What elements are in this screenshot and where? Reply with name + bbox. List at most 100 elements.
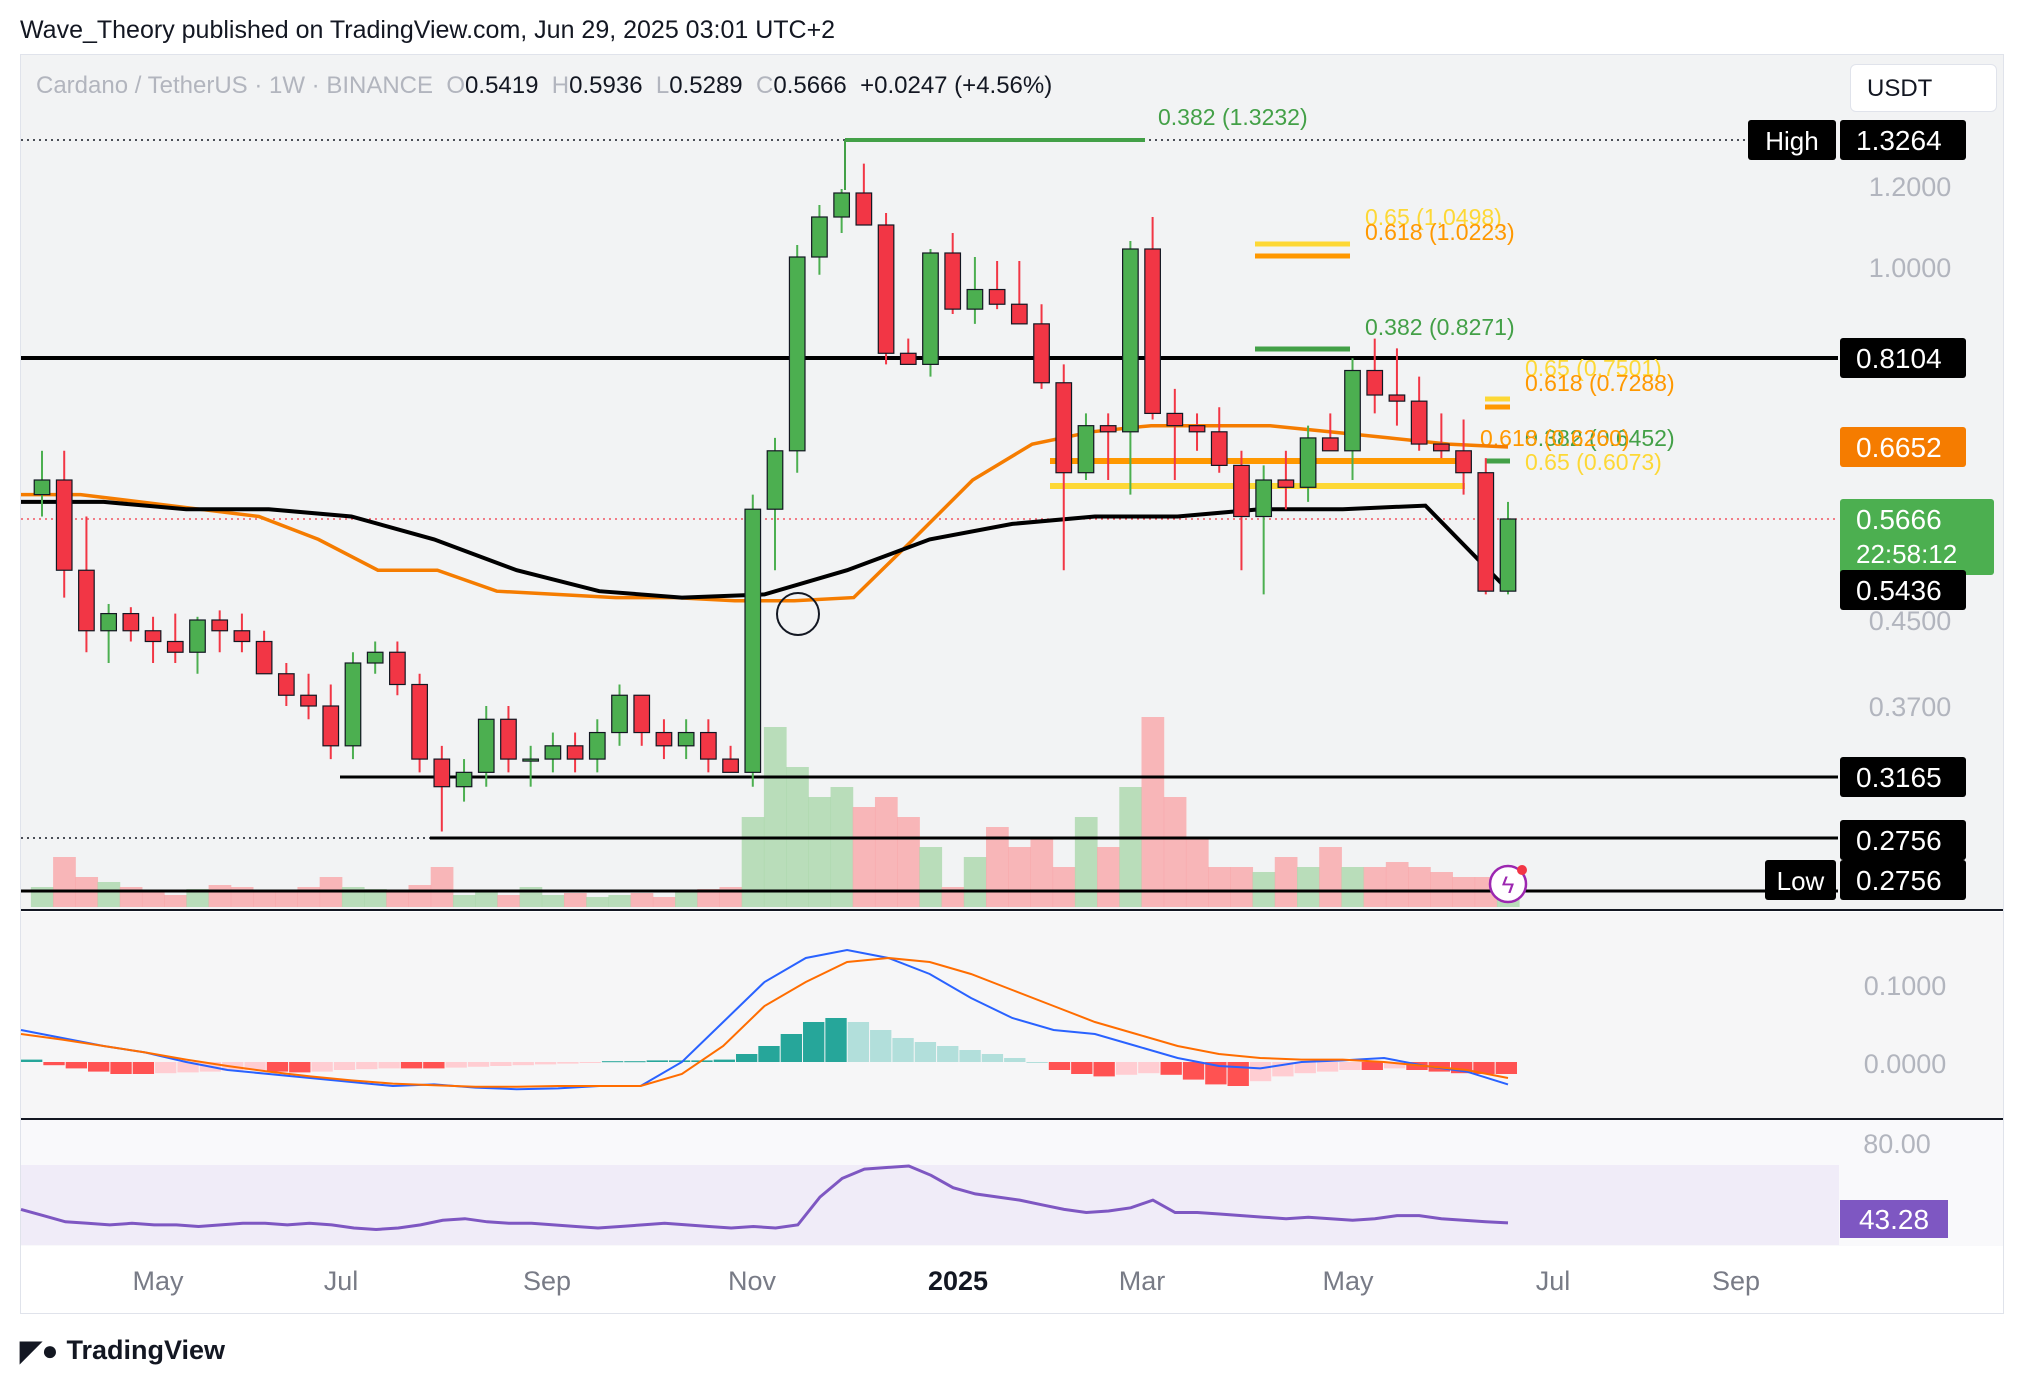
volume-bar [1408, 867, 1431, 907]
brand-name: TradingView [66, 1335, 225, 1365]
volume-bar [497, 895, 521, 907]
candle-body [1344, 369, 1361, 452]
candle-body [988, 288, 1006, 305]
open-value: 0.5419 [465, 72, 539, 99]
candles [33, 163, 1517, 832]
price-tag-name: High [1765, 126, 1818, 156]
chart-frame [20, 54, 2004, 1314]
price-tag-bg [1840, 570, 1966, 610]
price-tag-bg [1840, 757, 1966, 797]
candle-body [655, 731, 673, 747]
low-label: L [655, 72, 670, 99]
volume-bar [874, 797, 898, 907]
macd-histogram-bar [1294, 1062, 1316, 1074]
volume-bar [630, 893, 654, 907]
volume-bar [608, 895, 632, 907]
macd-histogram-bar [266, 1062, 289, 1072]
candle-body [144, 630, 162, 643]
macd-histogram-bar [646, 1060, 668, 1062]
x-axis-tick-label: Sep [523, 1266, 571, 1296]
volume-bar [1274, 857, 1298, 907]
low-value: 0.5289 [669, 72, 743, 99]
price-tag-value: 0.2756 [1856, 865, 1942, 896]
candle-body [1122, 248, 1139, 433]
candle-body [1388, 394, 1406, 402]
macd-pane-bg [21, 912, 2003, 1118]
price-tag-name-bg [1748, 120, 1836, 160]
volume-bar [1030, 837, 1054, 907]
price-tag-bg [1840, 860, 1966, 900]
candle-body [811, 216, 828, 258]
volume-bar [1363, 867, 1387, 907]
macd-histogram-bar [601, 1061, 624, 1063]
candle-body [1321, 437, 1339, 452]
candle-body [1099, 425, 1117, 433]
macd-histogram-bar [1495, 1062, 1517, 1074]
axis-labels: May Jul Sep Nov 2025 Mar May Jul Sep 1.2000 1.0000… [132, 172, 1951, 1296]
macd-histogram-bar [490, 1062, 512, 1066]
y-axis-tick-label: 0.4500 [1869, 606, 1952, 636]
macd-histogram-bar [333, 1062, 356, 1070]
candle-body [33, 479, 51, 496]
x-axis-tick-label: May [132, 1266, 184, 1296]
high-label: H [551, 72, 570, 99]
macd-histogram-bar [1450, 1062, 1473, 1074]
volume-bar [1385, 862, 1409, 907]
candle-body [55, 479, 73, 571]
candle-body [1144, 248, 1161, 415]
fib-label: 0.65 (0.6073) [1525, 449, 1662, 475]
volume-bar [763, 727, 787, 907]
price-tag-bg [1840, 338, 1966, 378]
volume-bar [1052, 867, 1076, 907]
currency-button[interactable]: USDT [1850, 64, 1997, 112]
x-axis-tick-label: Sep [1712, 1266, 1760, 1296]
volume-bar [386, 892, 409, 907]
volume-bar [852, 807, 876, 907]
candle-body [677, 731, 695, 747]
volume-bar [697, 889, 720, 907]
candle-body [588, 731, 606, 760]
candle-body [1055, 382, 1073, 474]
macd-histogram-bar [88, 1062, 110, 1072]
candle-body [899, 352, 917, 365]
macd-axis-label: 0.0000 [1864, 1049, 1947, 1079]
y-axis-tick-label: 1.2000 [1869, 172, 1952, 202]
price-tag-value: 0.8104 [1856, 343, 1942, 374]
x-axis-tick-label: Jul [324, 1266, 359, 1296]
candle-body [1299, 437, 1317, 488]
candle-body [1077, 425, 1095, 474]
candle-body [189, 619, 206, 653]
x-axis-tick-label: Jul [1536, 1266, 1571, 1296]
volume-bar [1185, 837, 1209, 907]
price-tag-bg [1840, 427, 1966, 467]
macd-histogram-bar [735, 1054, 758, 1062]
rsi-layer [20, 1164, 1509, 1232]
candle-body [699, 731, 717, 760]
volume-bar [186, 889, 210, 907]
price-tag-value: 0.3165 [1856, 762, 1942, 793]
candle-body [322, 705, 340, 747]
ohlc-legend: Cardano / TetherUS · 1W · BINANCE O0.541… [36, 72, 1052, 100]
volume-bar [53, 857, 76, 907]
high-value: 0.5936 [569, 72, 643, 99]
candle-body [788, 256, 806, 452]
macd-histogram-bar [847, 1022, 870, 1062]
macd-histogram-bar [244, 1062, 266, 1070]
volume-bar [141, 892, 165, 907]
tradingview-logo[interactable]: ◤● TradingView [20, 1334, 225, 1367]
macd-histogram-bar [981, 1054, 1004, 1062]
macd-histogram-bar [534, 1062, 557, 1065]
volume-bar [1341, 867, 1365, 907]
macd-histogram-bar [1383, 1062, 1406, 1069]
volume-bar [164, 895, 187, 907]
macd-histogram-bar [378, 1062, 400, 1069]
candle-body [833, 192, 851, 218]
macd-histogram-bar [713, 1059, 735, 1062]
macd-histogram-bar [1227, 1062, 1249, 1086]
candle-body [277, 673, 295, 696]
candle-body [100, 612, 118, 632]
crossover-circle-marker [776, 592, 820, 636]
macd-histogram-bar [1071, 1062, 1093, 1074]
volume-bar [986, 827, 1009, 907]
